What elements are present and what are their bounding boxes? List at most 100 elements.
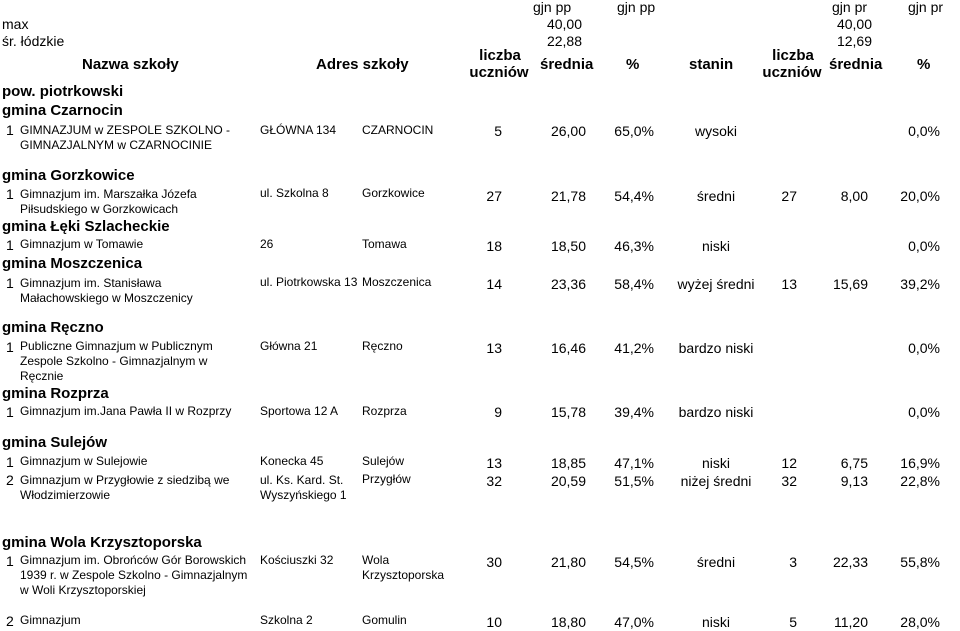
student-count-pr: 3 <box>789 554 797 570</box>
row-lp: 1 <box>6 404 14 420</box>
avg-score: 18,50 <box>550 238 586 254</box>
header-uczniow-2: uczniów <box>762 64 822 81</box>
school-name: GIMNAZJUM w ZESPOLE SZKOLNO - GIMNAZJALN… <box>20 123 231 152</box>
row-lp: 2 <box>6 472 14 488</box>
student-count: 30 <box>486 554 502 570</box>
avg-score: 21,78 <box>550 188 586 204</box>
street: Główna 21 <box>260 339 318 353</box>
street: ul. Ks. Kard. St. Wyszyńskiego 1 <box>260 473 347 502</box>
student-count-pr: 27 <box>781 188 797 204</box>
student-count: 14 <box>486 276 502 292</box>
city: Rozprza <box>362 404 407 418</box>
city: Przygłów <box>362 472 411 486</box>
col-gjn-pr-2: gjn pr <box>908 0 944 15</box>
avg-score-pr: 9,13 <box>840 473 868 489</box>
row-lp: 1 <box>6 237 14 253</box>
stanin: niski <box>701 614 730 630</box>
gmina-title: gmina Moszczenica <box>2 255 143 272</box>
pct-score: 39,4% <box>614 404 654 420</box>
gmina-title: gmina Czarnocin <box>2 102 123 119</box>
gmina-title: gmina Gorzkowice <box>2 167 135 184</box>
pct-score-pr: 22,8% <box>900 473 940 489</box>
pct-score-pr: 28,0% <box>900 614 940 630</box>
student-count-pr: 5 <box>789 614 797 630</box>
gmina-title: gmina Wola Krzysztoporska <box>2 534 202 551</box>
pct-score: 54,4% <box>614 188 654 204</box>
powiat-title: pow. piotrkowski <box>2 83 124 100</box>
avg-region-srednia: 22,88 <box>546 33 582 49</box>
pct-score-pr: 20,0% <box>900 188 940 204</box>
stanin: bardzo niski <box>678 340 754 356</box>
avg-score: 23,36 <box>550 276 586 292</box>
row-lp: 1 <box>6 186 14 202</box>
school-name: Gimnazjum im. Stanisława Małachowskiego … <box>20 276 193 305</box>
city: Tomawa <box>362 237 407 251</box>
city: Gorzkowice <box>362 186 425 200</box>
avg-score: 15,78 <box>550 404 586 420</box>
school-name: Gimnazjum im. Obrońców Gór Borowskich 19… <box>20 553 248 597</box>
student-count: 13 <box>486 455 502 471</box>
city: Gomulin <box>362 613 407 627</box>
stanin: wyżej średni <box>677 276 755 292</box>
street: 26 <box>260 237 274 251</box>
avg-score: 20,59 <box>550 473 586 489</box>
row-lp: 2 <box>6 613 14 629</box>
student-count: 18 <box>486 238 502 254</box>
pct-score: 47,1% <box>614 455 654 471</box>
school-name: Gimnazjum <box>20 613 81 627</box>
avg-score-pr: 22,33 <box>832 554 868 570</box>
avg-score-pr: 11,20 <box>834 614 868 630</box>
street: Szkolna 2 <box>260 613 313 627</box>
col-gjn-pp-2: gjn pp <box>617 0 656 15</box>
row-lp: 1 <box>6 553 14 569</box>
school-name: Gimnazjum im.Jana Pawła II w Rozprzy <box>20 404 232 418</box>
pct-score-pr: 0,0% <box>908 340 940 356</box>
pct-score: 65,0% <box>614 123 654 139</box>
stanin: niski <box>701 455 730 471</box>
pct-score: 54,5% <box>614 554 654 570</box>
header-uczniow-1: uczniów <box>469 64 529 81</box>
stanin: średni <box>696 554 736 570</box>
pct-score-pr: 0,0% <box>908 123 940 139</box>
pct-score: 47,0% <box>614 614 654 630</box>
max-srednia: 40,00 <box>546 16 582 32</box>
col-gjn-pp-1: gjn pp <box>533 0 572 15</box>
pct-score-pr: 0,0% <box>908 238 940 254</box>
row-lp: 1 <box>6 122 14 138</box>
school-name: Gimnazjum w Sulejowie <box>20 454 148 468</box>
street: Kościuszki 32 <box>260 553 334 567</box>
header-pct-1: % <box>626 56 640 73</box>
row-lp: 1 <box>6 275 14 291</box>
school-name: Gimnazjum w Tomawie <box>20 237 144 251</box>
avg-score: 26,00 <box>550 123 586 139</box>
avg-score: 16,46 <box>550 340 586 356</box>
gmina-title: gmina Ręczno <box>2 319 104 336</box>
student-count: 5 <box>494 123 502 139</box>
gmina-title: gmina Sulejów <box>2 434 108 451</box>
pct-score-pr: 16,9% <box>900 455 940 471</box>
city: Moszczenica <box>362 275 432 289</box>
stanin: niski <box>701 238 730 254</box>
street: ul. Piotrkowska 13 <box>260 275 358 289</box>
header-adres: Adres szkoły <box>316 56 409 73</box>
avg-score-pr: 6,75 <box>840 455 868 471</box>
gmina-title: gmina Rozprza <box>2 385 109 402</box>
row-lp: 1 <box>6 454 14 470</box>
student-count: 9 <box>494 404 502 420</box>
header-pct-2: % <box>917 56 931 73</box>
pct-score-pr: 0,0% <box>908 404 940 420</box>
street: Konecka 45 <box>260 454 324 468</box>
avg-score-pr: 15,69 <box>832 276 868 292</box>
avg-region-label: śr. łódzkie <box>2 33 65 49</box>
student-count: 13 <box>486 340 502 356</box>
school-name: Gimnazjum w Przygłowie z siedzibą we Wło… <box>20 473 230 502</box>
student-count-pr: 12 <box>781 455 797 471</box>
stanin: średni <box>696 188 736 204</box>
max-srednia-pr: 40,00 <box>836 16 872 32</box>
avg-score: 18,80 <box>550 614 586 630</box>
city: Sulejów <box>362 454 405 468</box>
header-srednia-2: średnia <box>829 56 883 73</box>
stanin: wysoki <box>694 123 737 139</box>
school-name: Gimnazjum im. Marszałka Józefa Piłsudski… <box>20 187 197 216</box>
